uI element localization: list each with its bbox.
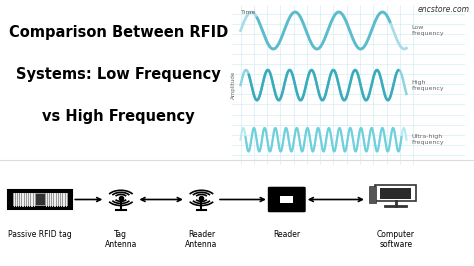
Text: Reader
Antenna: Reader Antenna	[185, 230, 218, 250]
FancyBboxPatch shape	[375, 185, 416, 201]
Text: Tag
Antenna: Tag Antenna	[105, 230, 137, 250]
Text: Amplitude: Amplitude	[230, 71, 236, 99]
FancyBboxPatch shape	[369, 186, 376, 203]
Text: vs High Frequency: vs High Frequency	[42, 109, 195, 124]
FancyBboxPatch shape	[380, 188, 411, 199]
Text: Passive RFID tag: Passive RFID tag	[9, 230, 72, 239]
FancyBboxPatch shape	[13, 193, 67, 206]
FancyBboxPatch shape	[8, 190, 72, 209]
Text: Ultra-high
Frequency: Ultra-high Frequency	[411, 134, 444, 145]
FancyBboxPatch shape	[36, 194, 45, 205]
Text: Low
Frequency: Low Frequency	[411, 25, 444, 36]
Text: encstore.com: encstore.com	[417, 5, 469, 14]
Text: Systems: Low Frequency: Systems: Low Frequency	[16, 67, 221, 82]
Text: Reader: Reader	[273, 230, 301, 239]
Text: Comparison Between RFID: Comparison Between RFID	[9, 25, 228, 40]
Text: High
Frequency: High Frequency	[411, 80, 444, 90]
FancyBboxPatch shape	[280, 196, 293, 203]
Text: Computer
software: Computer software	[377, 230, 415, 250]
Text: Time: Time	[240, 10, 256, 15]
FancyBboxPatch shape	[268, 187, 306, 212]
